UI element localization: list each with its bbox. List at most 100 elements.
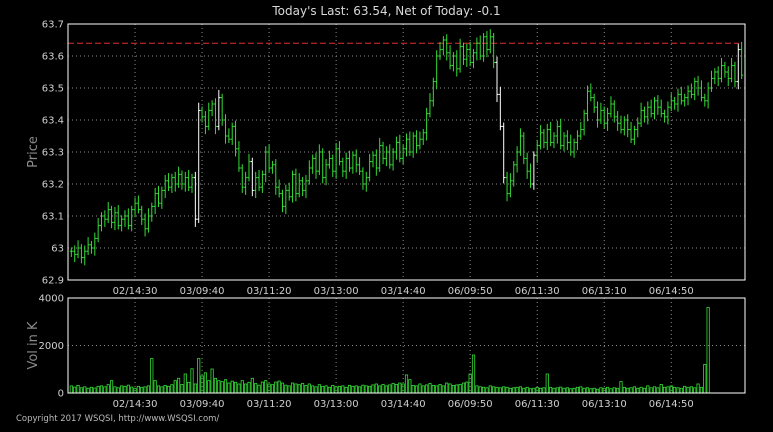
volume-bar bbox=[431, 384, 435, 394]
volume-bar bbox=[642, 387, 647, 394]
volume-bar bbox=[461, 382, 466, 394]
volume-bar bbox=[585, 387, 590, 394]
volume-bar bbox=[207, 380, 211, 394]
volume-bar bbox=[79, 387, 83, 394]
volume-bar bbox=[559, 386, 563, 394]
volume-bar bbox=[364, 385, 368, 394]
volume-bar bbox=[290, 382, 295, 394]
volume-bar bbox=[565, 387, 569, 394]
volume-bar bbox=[354, 385, 358, 394]
volume-bar bbox=[304, 384, 308, 394]
volume-bar bbox=[361, 384, 365, 394]
volume-bar bbox=[404, 374, 409, 394]
volume-bar bbox=[652, 386, 657, 394]
volume-bar bbox=[425, 384, 429, 394]
volume-bar bbox=[606, 386, 610, 394]
volume-bar bbox=[441, 385, 445, 394]
volume-axis-title: Vol in K bbox=[26, 321, 41, 370]
volume-bar bbox=[579, 386, 583, 394]
volume-bar bbox=[414, 385, 419, 394]
volume-bar bbox=[619, 381, 623, 394]
volume-bar bbox=[331, 384, 335, 394]
volume-bar bbox=[280, 382, 285, 394]
volume-bar bbox=[384, 385, 388, 394]
price-xtick-label: 06/09:50 bbox=[448, 286, 493, 297]
volume-bar bbox=[545, 373, 549, 394]
volume-bar bbox=[552, 387, 556, 394]
volume-bar bbox=[227, 382, 231, 394]
price-bars bbox=[69, 29, 744, 266]
volume-bar bbox=[683, 385, 687, 394]
volume-bar bbox=[435, 385, 439, 394]
volume-bar bbox=[401, 383, 405, 394]
volume-bar bbox=[297, 384, 301, 394]
volume-bar bbox=[622, 386, 626, 394]
volume-bar bbox=[170, 384, 174, 394]
volume-bar bbox=[73, 386, 77, 394]
volume-bar bbox=[549, 386, 553, 394]
volume-bar bbox=[324, 385, 328, 394]
price-axis-title: Price bbox=[26, 136, 41, 168]
volume-bar bbox=[274, 381, 278, 394]
volume-bar bbox=[190, 368, 194, 394]
price-xtick-label: 03/11:20 bbox=[247, 286, 292, 297]
price-xtick-label: 03/14:40 bbox=[381, 286, 426, 297]
volume-bar bbox=[478, 386, 482, 394]
volume-bar bbox=[341, 385, 345, 394]
volume-bar bbox=[378, 385, 382, 394]
price-tick-label: 63 bbox=[51, 244, 64, 255]
volume-bar bbox=[103, 386, 107, 394]
volume-bar bbox=[374, 383, 378, 394]
volume-bar bbox=[428, 383, 432, 394]
volume-tick-label: 0 bbox=[58, 389, 64, 400]
price-tick-label: 62.9 bbox=[42, 276, 64, 287]
axis-labels: 62.9 63 63.1 63.2 63.3 63.4 63.5 63.6 63.7 0 2000 4… bbox=[26, 20, 694, 411]
volume-bar bbox=[679, 387, 683, 394]
volume-bar bbox=[696, 383, 700, 394]
volume-bar bbox=[160, 386, 164, 394]
volume-bar bbox=[525, 386, 529, 394]
volume-bar bbox=[515, 386, 519, 394]
volume-bar bbox=[126, 384, 130, 394]
volume-bar bbox=[582, 387, 586, 394]
volume-bar bbox=[508, 387, 512, 394]
volume-bar bbox=[217, 380, 221, 394]
volume-bar bbox=[166, 385, 171, 394]
volume-xtick-label: 06/14:50 bbox=[649, 399, 694, 410]
volume-bar bbox=[589, 388, 593, 394]
volume-bar bbox=[230, 380, 234, 394]
volume-bar bbox=[150, 358, 154, 394]
price-xtick-label: 03/09:40 bbox=[180, 286, 225, 297]
volume-bar bbox=[264, 380, 268, 394]
volume-bar bbox=[659, 384, 663, 394]
volume-bar bbox=[418, 383, 422, 394]
volume-xtick-label: 03/13:00 bbox=[314, 399, 359, 410]
volume-bar bbox=[438, 384, 442, 394]
volume-bar bbox=[388, 384, 392, 394]
volume-bar bbox=[518, 386, 523, 394]
price-xtick-label: 06/14:50 bbox=[649, 286, 694, 297]
volume-bar bbox=[334, 386, 338, 394]
volume-bar bbox=[703, 364, 707, 394]
volume-bar bbox=[522, 387, 526, 394]
volume-xtick-label: 03/09:40 bbox=[180, 399, 225, 410]
volume-bar bbox=[89, 386, 94, 394]
volume-bar bbox=[136, 385, 140, 394]
volume-bar bbox=[146, 385, 151, 394]
price-plot-frame bbox=[67, 23, 746, 281]
volume-bar bbox=[284, 384, 288, 394]
volume-bar bbox=[471, 354, 476, 394]
volume-bar bbox=[223, 379, 228, 394]
volume-tick-label: 4000 bbox=[39, 294, 64, 305]
volume-bar bbox=[116, 387, 120, 394]
price-tick-label: 63.1 bbox=[42, 212, 64, 223]
volume-bar bbox=[177, 377, 181, 394]
volume-bar bbox=[391, 383, 395, 394]
volume-bar bbox=[706, 307, 710, 394]
volume-bar bbox=[287, 385, 291, 394]
volume-bar bbox=[244, 383, 248, 394]
volume-bar bbox=[629, 387, 633, 394]
volume-bar bbox=[153, 380, 157, 394]
volume-bar bbox=[69, 385, 73, 394]
volume-bar bbox=[187, 381, 191, 394]
